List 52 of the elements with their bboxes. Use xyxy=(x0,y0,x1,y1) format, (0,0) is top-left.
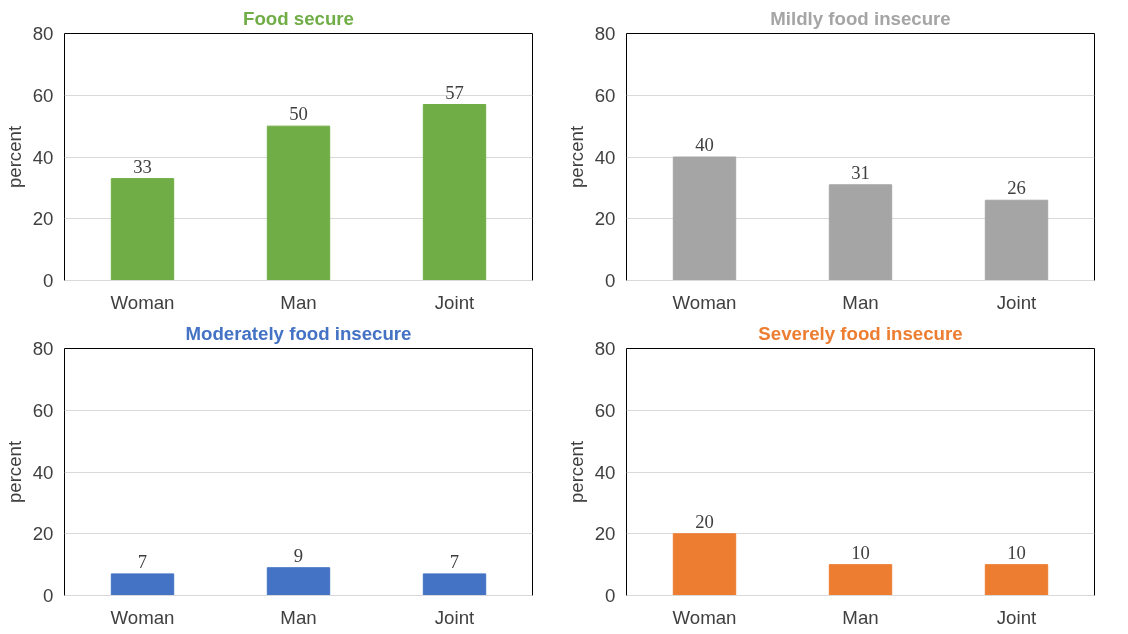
x-tick-label: Joint xyxy=(434,291,476,313)
y-tick-label: 60 xyxy=(594,84,616,106)
y-axis-title: percent xyxy=(565,125,587,189)
y-tick-label: 20 xyxy=(32,208,54,230)
y-tick-label: 60 xyxy=(594,399,616,421)
data-label: 20 xyxy=(695,510,714,532)
y-tick-label: 80 xyxy=(32,23,54,44)
data-label: 10 xyxy=(1007,541,1026,563)
y-axis-title: percent xyxy=(3,125,25,189)
y-tick-label: 0 xyxy=(43,270,54,291)
y-tick-label: 40 xyxy=(594,146,616,168)
x-tick-label: Woman xyxy=(110,606,175,628)
y-tick-label: 0 xyxy=(43,585,54,606)
data-label: 9 xyxy=(293,544,304,566)
x-tick-label: Man xyxy=(842,606,879,628)
y-tick-label: 20 xyxy=(594,208,616,230)
y-tick-label: 80 xyxy=(32,338,54,359)
x-tick-label: Man xyxy=(280,606,317,628)
y-tick-label: 0 xyxy=(605,585,616,606)
x-tick-label: Joint xyxy=(434,606,476,628)
chart-title: Moderately food insecure xyxy=(185,322,412,344)
y-tick-label: 20 xyxy=(32,523,54,545)
y-tick-label: 80 xyxy=(594,23,616,44)
data-label: 33 xyxy=(133,155,152,177)
data-label: 26 xyxy=(1007,177,1026,199)
x-tick-label: Joint xyxy=(996,291,1038,313)
data-label: 10 xyxy=(851,541,870,563)
data-label: 31 xyxy=(851,161,870,183)
y-axis-title: percent xyxy=(565,440,587,504)
y-tick-label: 40 xyxy=(594,461,616,483)
x-tick-label: Woman xyxy=(672,606,737,628)
chart-title: Mildly food insecure xyxy=(770,7,951,29)
chart-title: Severely food insecure xyxy=(758,322,963,344)
x-tick-label: Woman xyxy=(110,291,175,313)
data-label: 40 xyxy=(695,134,714,155)
y-axis-title: percent xyxy=(3,440,25,504)
x-tick-label: Joint xyxy=(996,606,1038,628)
x-tick-label: Man xyxy=(280,291,317,313)
chart-title: Food secure xyxy=(243,7,354,29)
data-label: 7 xyxy=(137,550,148,572)
y-tick-label: 40 xyxy=(32,461,54,483)
x-tick-label: Man xyxy=(842,291,879,313)
y-tick-label: 0 xyxy=(605,270,616,291)
data-label: 57 xyxy=(445,81,464,103)
x-tick-label: Woman xyxy=(672,291,737,313)
y-tick-label: 20 xyxy=(594,523,616,545)
y-tick-label: 60 xyxy=(32,84,54,106)
data-label: 50 xyxy=(289,103,308,125)
data-label: 7 xyxy=(449,550,460,572)
y-tick-label: 80 xyxy=(594,338,616,359)
y-tick-label: 40 xyxy=(32,146,54,168)
y-tick-label: 60 xyxy=(32,399,54,421)
